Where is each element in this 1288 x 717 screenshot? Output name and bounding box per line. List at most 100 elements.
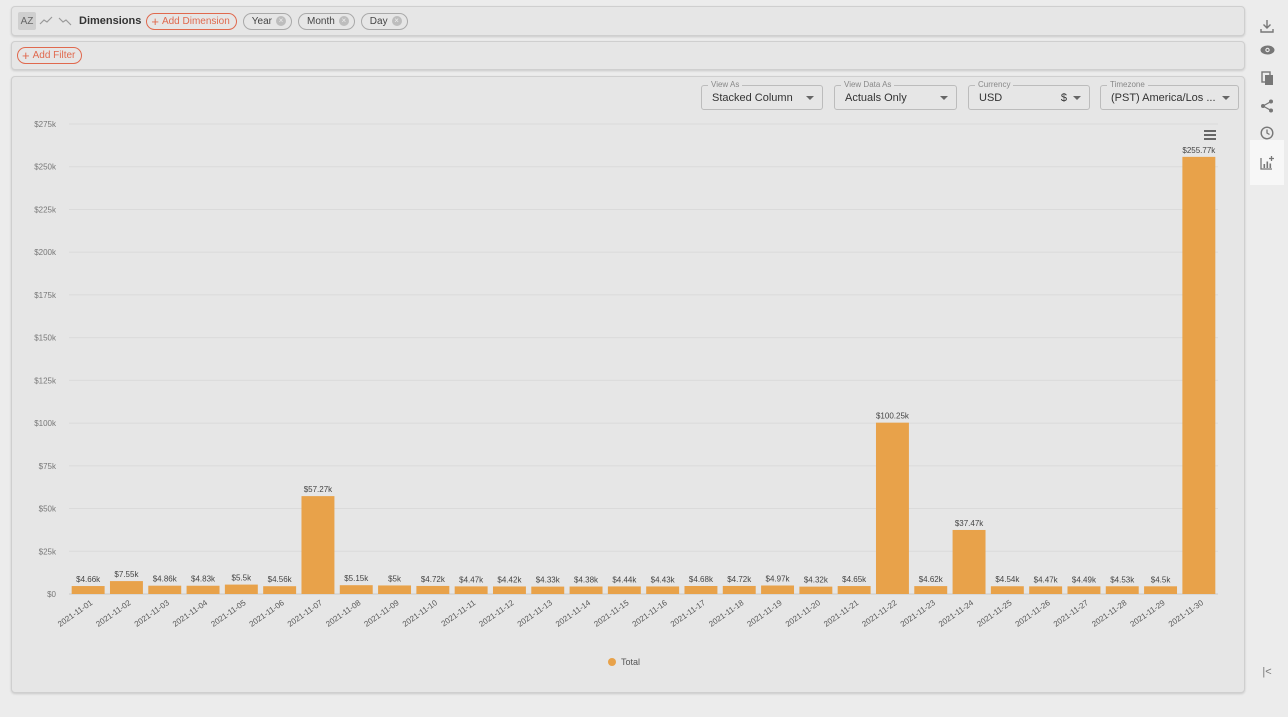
share-icon[interactable] [1250, 92, 1284, 120]
data-label: $4.83k [191, 575, 216, 584]
chip-label: Day [369, 15, 388, 27]
x-tick-label: 2021-11-03 [133, 598, 172, 629]
legend-label: Total [621, 657, 641, 667]
currency-label: Currency [975, 80, 1014, 90]
bar [148, 585, 182, 594]
remove-chip-icon[interactable]: × [338, 16, 349, 26]
data-label: $5.5k [232, 574, 253, 583]
view-as-value: Stacked Column [712, 92, 793, 104]
x-tick-label: 2021-11-17 [669, 598, 708, 629]
copy-icon[interactable] [1250, 64, 1284, 92]
y-tick-label: $50k [39, 505, 57, 514]
data-label: $4.53k [1110, 575, 1135, 584]
clock-icon[interactable] [1250, 119, 1284, 147]
x-tick-label: 2021-11-05 [209, 598, 248, 629]
bar [1067, 586, 1101, 594]
eye-icon[interactable] [1250, 36, 1284, 64]
x-tick-label: 2021-11-16 [631, 598, 670, 629]
add-dimension-button[interactable]: + Add Dimension [146, 12, 237, 30]
timezone-select[interactable]: Timezone (PST) America/Los ... [1100, 80, 1239, 110]
x-tick-label: 2021-11-22 [860, 598, 899, 629]
legend-marker [608, 658, 616, 666]
x-tick-label: 2021-11-29 [1129, 598, 1168, 629]
x-tick-label: 2021-11-01 [56, 598, 95, 629]
dropdown-arrow-icon [806, 96, 814, 100]
hamburger-menu-icon[interactable] [1204, 130, 1216, 140]
data-label: $4.72k [421, 575, 446, 584]
dimension-chip-year[interactable]: Year × [242, 12, 292, 30]
timezone-value: (PST) America/Los ... [1111, 92, 1216, 104]
x-tick-label: 2021-11-09 [363, 598, 402, 629]
data-label: $4.68k [689, 575, 714, 584]
bar [1182, 156, 1216, 594]
currency-symbol: $ [1060, 92, 1067, 104]
add-dimension-label: Add Dimension [161, 15, 230, 27]
data-label: $5.15k [344, 574, 369, 583]
data-label: $4.42k [497, 575, 522, 584]
bar [492, 586, 526, 594]
bar [684, 586, 718, 594]
x-tick-label: 2021-11-20 [784, 598, 823, 629]
x-tick-label: 2021-11-21 [822, 598, 861, 629]
collapse-panel-icon[interactable]: |< [1262, 666, 1272, 678]
currency-select[interactable]: Currency USD $ [968, 80, 1090, 110]
x-tick-label: 2021-11-30 [1167, 598, 1206, 629]
x-tick-label: 2021-11-06 [248, 598, 287, 629]
download-icon[interactable] [1250, 12, 1284, 40]
y-tick-label: $200k [34, 248, 57, 257]
trend-up-icon[interactable] [37, 12, 55, 30]
data-label: $4.38k [574, 576, 599, 585]
x-tick-label: 2021-11-04 [171, 598, 210, 629]
bar [875, 422, 909, 594]
x-tick-label: 2021-11-14 [554, 598, 593, 629]
x-tick-label: 2021-11-19 [746, 598, 785, 629]
bar [837, 586, 871, 594]
data-label: $4.5k [1151, 575, 1172, 584]
bar [1105, 586, 1139, 594]
view-as-select[interactable]: View As Stacked Column [701, 80, 823, 110]
bar [914, 586, 948, 594]
plus-icon: + [151, 13, 159, 29]
data-label: $37.47k [955, 519, 984, 528]
bar [761, 585, 795, 594]
bar [569, 586, 603, 594]
dimension-chip-month[interactable]: Month × [297, 12, 355, 30]
x-tick-label: 2021-11-28 [1090, 598, 1129, 629]
dimensions-label: Dimensions [79, 15, 142, 27]
x-tick-label: 2021-11-23 [899, 598, 938, 629]
bar [416, 585, 450, 594]
dropdown-arrow-icon [1073, 96, 1081, 100]
data-label: $255.77k [1182, 146, 1216, 155]
bar [1029, 586, 1063, 594]
remove-chip-icon[interactable]: × [391, 16, 402, 26]
view-data-as-select[interactable]: View Data As Actuals Only [834, 80, 957, 110]
bar-chart: $0 $25k $50k $75k $100k $125k $150k $175k $200k $… [34, 120, 1218, 629]
bar [301, 496, 335, 594]
data-label: $4.56k [268, 575, 293, 584]
view-data-as-value: Actuals Only [845, 92, 907, 104]
bar [531, 586, 565, 594]
sort-az-button[interactable]: AZ [18, 12, 36, 30]
x-tick-label: 2021-11-11 [440, 598, 478, 628]
currency-value: USD [979, 92, 1003, 104]
trend-down-icon[interactable] [56, 12, 74, 30]
x-tick-label: 2021-11-02 [94, 598, 133, 629]
add-chart-icon[interactable] [1250, 140, 1284, 185]
bar [722, 585, 756, 594]
x-tick-label: 2021-11-26 [1014, 598, 1053, 629]
y-tick-label: $225k [34, 205, 57, 214]
data-label: $4.54k [995, 575, 1020, 584]
chart-panel: View As Stacked Column View Data As Actu… [11, 76, 1245, 693]
remove-chip-icon[interactable]: × [275, 16, 286, 26]
dimension-chip-day[interactable]: Day × [360, 12, 408, 30]
view-data-as-label: View Data As [841, 80, 895, 90]
chart-legend[interactable]: Total [608, 657, 640, 667]
data-label: $4.86k [153, 575, 178, 584]
bar [224, 584, 258, 594]
add-filter-button[interactable]: + Add Filter [17, 47, 83, 64]
timezone-label: Timezone [1107, 80, 1148, 90]
bar [607, 586, 641, 594]
y-tick-label: $100k [34, 419, 57, 428]
x-tick-label: 2021-11-27 [1052, 598, 1091, 629]
dropdown-arrow-icon [1222, 96, 1230, 100]
